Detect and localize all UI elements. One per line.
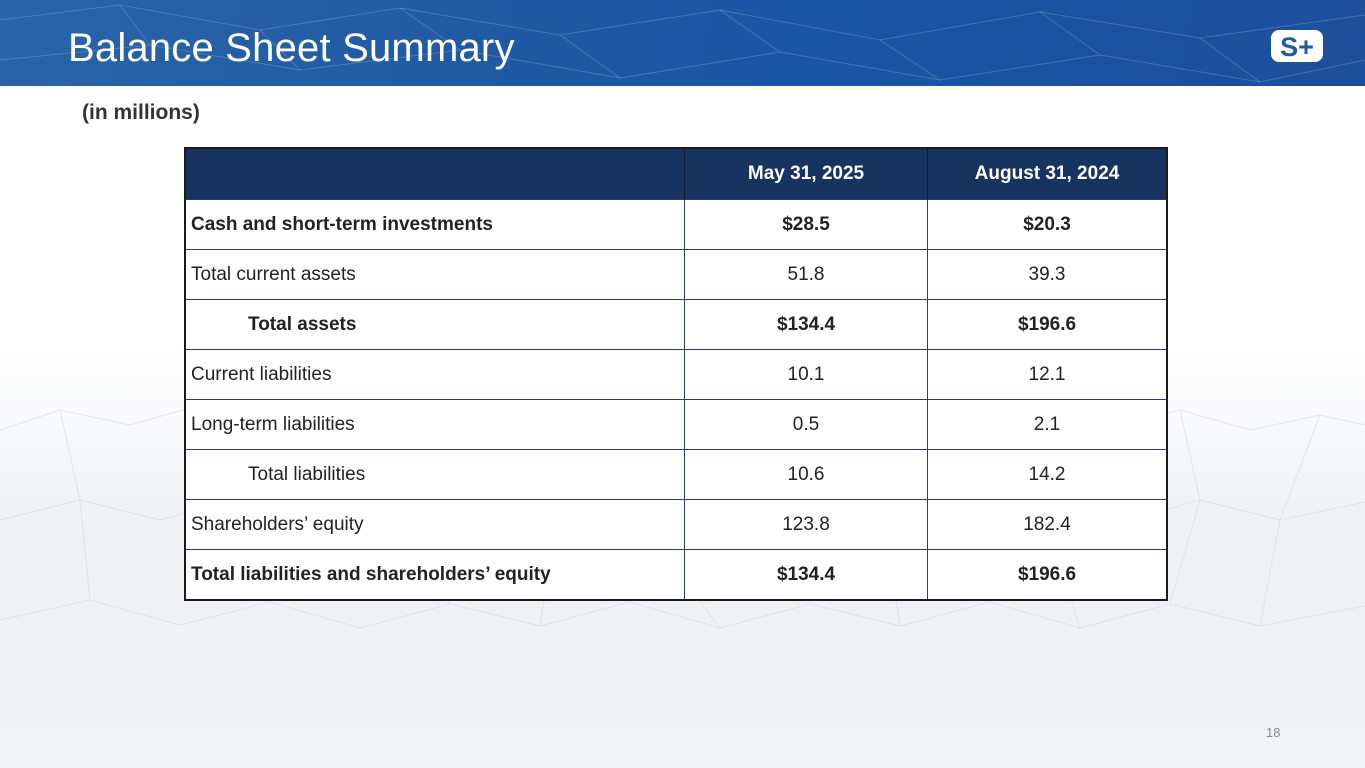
table-row: Total current assets 51.8 39.3 xyxy=(185,249,1167,300)
header-banner: Balance Sheet Summary S+ xyxy=(0,0,1365,86)
row-label: Total liabilities and shareholders’ equi… xyxy=(185,549,685,600)
value-aug-2024: 39.3 xyxy=(927,249,1167,300)
row-label: Current liabilities xyxy=(185,349,685,400)
value-aug-2024: 12.1 xyxy=(927,349,1167,400)
value-may-2025: $134.4 xyxy=(684,299,928,350)
table-row: Cash and short-term investments $28.5 $2… xyxy=(185,199,1167,250)
table-row: Total liabilities and shareholders’ equi… xyxy=(185,549,1167,600)
value-aug-2024: 182.4 xyxy=(927,499,1167,550)
page-number: 18 xyxy=(1266,725,1281,740)
company-logo: S+ xyxy=(1271,30,1323,62)
value-may-2025: 0.5 xyxy=(684,399,928,450)
page-title: Balance Sheet Summary xyxy=(68,26,515,70)
table-row: Total liabilities 10.6 14.2 xyxy=(185,449,1167,500)
network-pattern-decoration xyxy=(0,4,1365,83)
row-label: Total assets xyxy=(185,299,685,350)
table-header-row: May 31, 2025 August 31, 2024 xyxy=(185,148,1167,200)
row-label: Total current assets xyxy=(185,249,685,300)
value-may-2025: 10.6 xyxy=(684,449,928,500)
value-aug-2024: $196.6 xyxy=(927,299,1167,350)
header-blank-cell xyxy=(185,148,685,200)
row-label: Cash and short-term investments xyxy=(185,199,685,250)
balance-sheet-table: May 31, 2025 August 31, 2024 Cash and sh… xyxy=(184,147,1168,601)
value-may-2025: $134.4 xyxy=(684,549,928,600)
row-label: Long-term liabilities xyxy=(185,399,685,450)
value-may-2025: 123.8 xyxy=(684,499,928,550)
value-may-2025: $28.5 xyxy=(684,199,928,250)
row-label: Total liabilities xyxy=(185,449,685,500)
table-row: Long-term liabilities 0.5 2.1 xyxy=(185,399,1167,450)
value-may-2025: 51.8 xyxy=(684,249,928,300)
table-row: Shareholders’ equity 123.8 182.4 xyxy=(185,499,1167,550)
row-label: Shareholders’ equity xyxy=(185,499,685,550)
value-aug-2024: $20.3 xyxy=(927,199,1167,250)
value-aug-2024: 2.1 xyxy=(927,399,1167,450)
value-aug-2024: $196.6 xyxy=(927,549,1167,600)
svg-text:S+: S+ xyxy=(1280,32,1314,62)
value-aug-2024: 14.2 xyxy=(927,449,1167,500)
header-aug-2024: August 31, 2024 xyxy=(927,148,1167,200)
table-row: Total assets $134.4 $196.6 xyxy=(185,299,1167,350)
table-row: Current liabilities 10.1 12.1 xyxy=(185,349,1167,400)
units-note: (in millions) xyxy=(82,101,200,124)
value-may-2025: 10.1 xyxy=(684,349,928,400)
header-may-2025: May 31, 2025 xyxy=(684,148,928,200)
